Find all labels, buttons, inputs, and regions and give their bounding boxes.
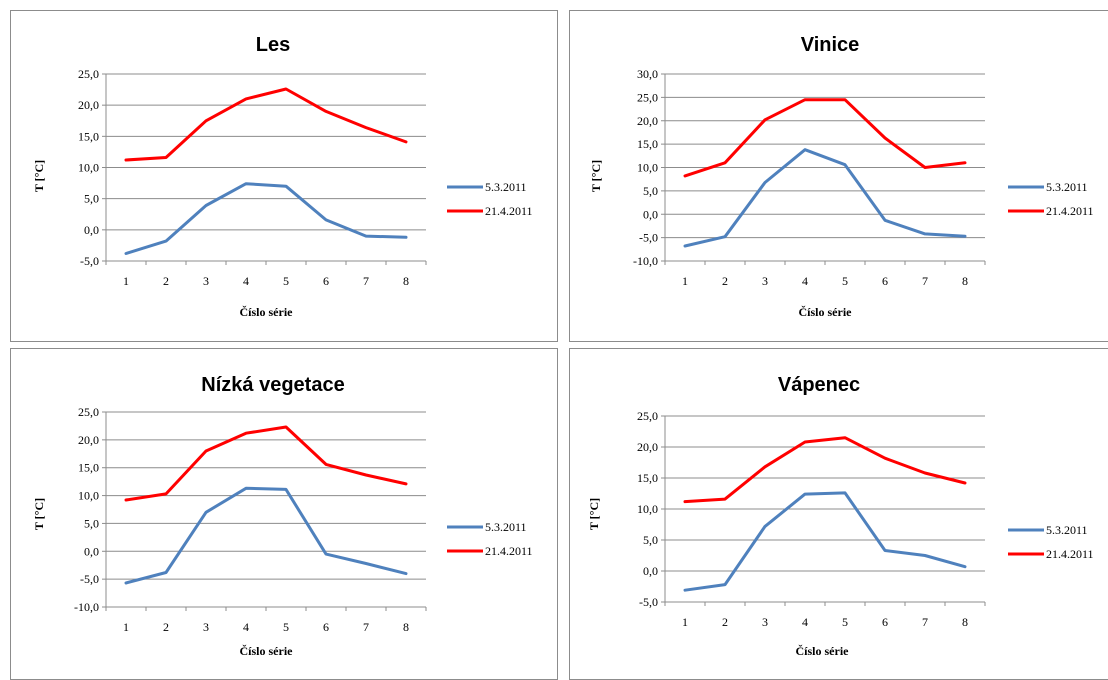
y-tick-label: 0,0: [84, 544, 99, 558]
x-tick-label: 6: [882, 274, 888, 288]
x-tick-label: 1: [123, 620, 129, 634]
x-tick-label: 5: [283, 274, 289, 288]
chart-title: Vápenec: [778, 374, 860, 396]
x-tick-label: 1: [682, 274, 688, 288]
y-tick-label: 10,0: [637, 502, 658, 516]
y-tick-label: 5,0: [84, 192, 99, 206]
y-tick-label: 25,0: [637, 409, 658, 423]
x-tick-label: 8: [403, 620, 409, 634]
x-tick-label: 1: [123, 274, 129, 288]
x-tick-label: 5: [283, 620, 289, 634]
y-tick-label: 5,0: [84, 516, 99, 530]
series-line-2: [124, 87, 408, 162]
chart-panel-vinice: Vinice -10,0 -5,0 0,0 5,0 10,0 15,0 20,0 25,0 30…: [569, 10, 1108, 342]
x-tick-label: 8: [962, 274, 968, 288]
y-tick-label: 15,0: [78, 129, 99, 143]
x-axis-label: Číslo série: [799, 305, 853, 319]
y-tick-label: 20,0: [78, 98, 99, 112]
y-tick-label: 25,0: [78, 67, 99, 81]
chart-title: Nízká vegetace: [201, 374, 344, 396]
legend-label: 5.3.2011: [485, 180, 527, 194]
legend-label: 5.3.2011: [1046, 523, 1088, 537]
x-axis-label: Číslo série: [796, 644, 850, 658]
x-tick-label: 6: [323, 620, 329, 634]
legend-label: 21.4.2011: [1046, 204, 1094, 218]
legend-label: 5.3.2011: [1046, 180, 1088, 194]
series-line-1: [683, 148, 967, 248]
y-tick-label: 5,0: [643, 533, 658, 547]
y-tick-label: 15,0: [637, 137, 658, 151]
y-tick-label: 25,0: [78, 405, 99, 419]
chart-panel-nizka-vegetace: Nízká vegetace -10,0 -5,0 0,0 5,0 10,0 15,0 20…: [10, 348, 558, 680]
y-tick-label: 15,0: [637, 471, 658, 485]
x-tick-label: 2: [722, 615, 728, 629]
x-tick-label: 7: [922, 615, 928, 629]
y-tick-label: 20,0: [78, 433, 99, 447]
chart-svg-nizka-vegetace: Nízká vegetace -10,0 -5,0 0,0 5,0 10,0 15,0 20…: [32, 374, 533, 658]
y-tick-label: 10,0: [78, 161, 99, 175]
x-tick-label: 7: [922, 274, 928, 288]
y-axis-label: T [°C]: [587, 498, 601, 530]
legend-label: 21.4.2011: [1046, 547, 1094, 561]
series-line-1: [124, 182, 408, 255]
y-tick-label: -5,0: [639, 231, 658, 245]
x-tick-label: 3: [203, 620, 209, 634]
x-tick-label: 6: [323, 274, 329, 288]
x-tick-label: 2: [722, 274, 728, 288]
x-tick-label: 8: [962, 615, 968, 629]
y-tick-label: -5,0: [639, 595, 658, 609]
y-tick-label: 5,0: [643, 184, 658, 198]
y-tick-label: 0,0: [643, 564, 658, 578]
x-tick-label: 7: [363, 620, 369, 634]
chart-svg-vapenec: Vápenec -5,0 0,0 5,0 10,0 15,0 20,0 25,0 1 2 3 4 5…: [587, 374, 1094, 658]
legend-label: 5.3.2011: [485, 520, 527, 534]
y-tick-label: 10,0: [78, 489, 99, 503]
chart-panel-vapenec: Vápenec -5,0 0,0 5,0 10,0 15,0 20,0 25,0 1 2 3 4 5…: [569, 348, 1108, 680]
x-tick-label: 3: [762, 274, 768, 288]
series-line-2: [683, 98, 967, 178]
y-axis-label: T [°C]: [32, 160, 46, 192]
x-tick-label: 6: [882, 615, 888, 629]
y-tick-label: 0,0: [84, 223, 99, 237]
chart-title: Vinice: [801, 34, 860, 56]
x-tick-label: 4: [243, 620, 249, 634]
y-tick-label: 0,0: [643, 207, 658, 221]
x-tick-label: 3: [203, 274, 209, 288]
y-tick-label: 20,0: [637, 114, 658, 128]
y-axis-label: T [°C]: [32, 498, 46, 530]
series-line-2: [683, 436, 967, 504]
chart-title: Les: [256, 34, 290, 56]
x-axis-label: Číslo série: [240, 644, 294, 658]
x-tick-label: 5: [842, 274, 848, 288]
x-axis-label: Číslo série: [240, 305, 294, 319]
series-line-1: [683, 491, 967, 592]
y-tick-label: 25,0: [637, 90, 658, 104]
x-tick-label: 7: [363, 274, 369, 288]
y-tick-label: 15,0: [78, 461, 99, 475]
x-tick-label: 2: [163, 620, 169, 634]
y-tick-label: 10,0: [637, 161, 658, 175]
legend-label: 21.4.2011: [485, 204, 533, 218]
x-tick-label: 1: [682, 615, 688, 629]
y-tick-label: 30,0: [637, 67, 658, 81]
y-tick-label: -5,0: [80, 572, 99, 586]
x-tick-label: 8: [403, 274, 409, 288]
legend-label: 21.4.2011: [485, 544, 533, 558]
series-line-2: [124, 425, 408, 502]
series-line-1: [124, 486, 408, 585]
x-tick-label: 3: [762, 615, 768, 629]
y-tick-label: 20,0: [637, 440, 658, 454]
y-tick-label: -10,0: [633, 254, 658, 268]
x-tick-label: 4: [802, 615, 808, 629]
x-tick-label: 4: [243, 274, 249, 288]
x-tick-label: 5: [842, 615, 848, 629]
chart-svg-vinice: Vinice -10,0 -5,0 0,0 5,0 10,0 15,0 20,0 25,0 30…: [589, 34, 1094, 319]
y-tick-label: -10,0: [74, 600, 99, 614]
x-tick-label: 4: [802, 274, 808, 288]
y-tick-label: -5,0: [80, 254, 99, 268]
y-axis-label: T [°C]: [589, 160, 603, 192]
x-tick-label: 2: [163, 274, 169, 288]
